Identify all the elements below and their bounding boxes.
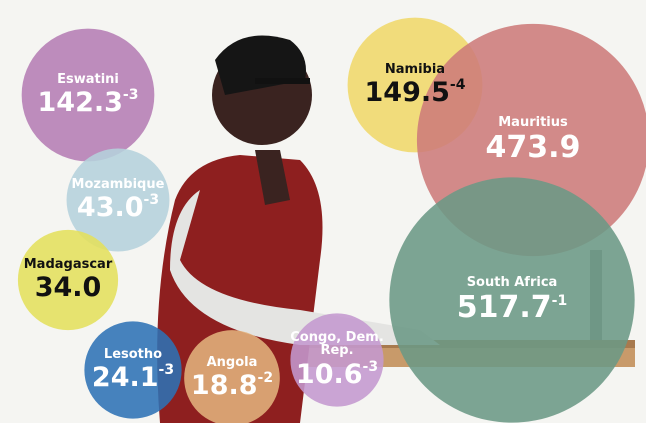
country-name: Congo, Dem. Rep. — [282, 331, 392, 358]
bubble-label: Congo, Dem. Rep.10.6-3 — [282, 320, 392, 400]
value-label: 24.1-3 — [92, 363, 174, 392]
country-name: Eswatini — [57, 73, 119, 87]
country-name: South Africa — [467, 276, 558, 290]
bubble-label: Madagascar 34.0 — [13, 240, 123, 320]
value: 142.3 — [38, 87, 123, 118]
value-label: 142.3-3 — [38, 88, 139, 117]
change: -3 — [159, 362, 175, 378]
change: -3 — [123, 87, 139, 103]
value: 24.1 — [92, 362, 159, 393]
change: -3 — [363, 359, 379, 375]
value-label: 43.0-3 — [77, 193, 159, 222]
infographic: Eswatini142.3-3Namibia149.5-4Mauritius47… — [0, 0, 646, 423]
bubble-label: Mauritius 473.9 — [478, 100, 588, 180]
value: 149.5 — [365, 77, 450, 108]
value-label: 34.0 — [35, 274, 102, 302]
change: -2 — [258, 370, 274, 386]
value: 473.9 — [486, 130, 581, 165]
value-label: 517.7-1 — [457, 292, 567, 324]
change: -4 — [450, 77, 466, 93]
value-label: 10.6-3 — [296, 360, 378, 389]
country-name: Mozambique — [72, 178, 165, 192]
value-label: 18.8-2 — [191, 371, 273, 400]
change: -3 — [144, 192, 160, 208]
country-name: Madagascar — [24, 258, 113, 272]
value-label: 473.9 — [486, 132, 581, 164]
change: -1 — [552, 293, 568, 309]
value-label: 149.5-4 — [365, 78, 466, 107]
country-name: Namibia — [385, 63, 445, 77]
country-name: Lesotho — [104, 348, 162, 362]
value: 18.8 — [191, 370, 258, 401]
value: 34.0 — [35, 272, 102, 303]
value: 10.6 — [296, 359, 363, 390]
value: 43.0 — [77, 192, 144, 223]
country-name: Angola — [207, 356, 258, 370]
country-name: Mauritius — [498, 116, 568, 130]
value: 517.7 — [457, 290, 552, 325]
